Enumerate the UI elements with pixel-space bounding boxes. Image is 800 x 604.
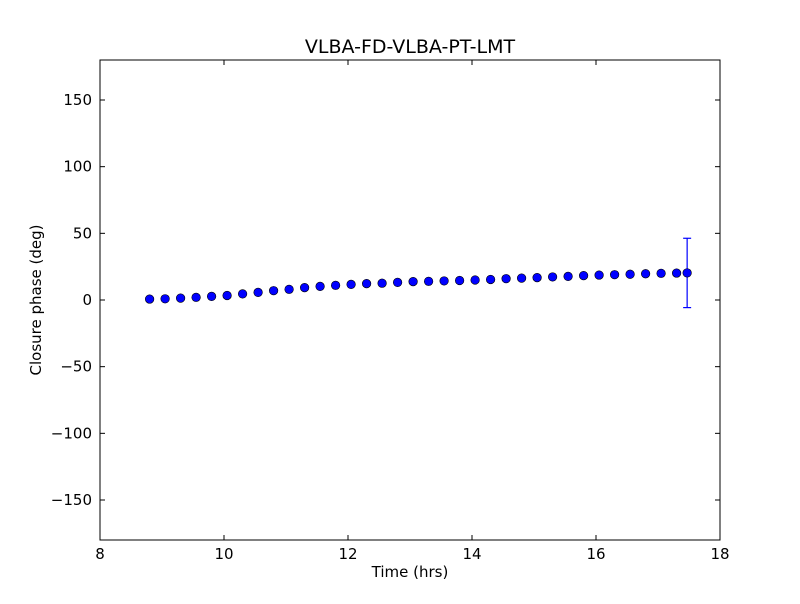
x-tick-label: 14	[462, 545, 481, 563]
data-point	[176, 293, 186, 303]
data-point	[486, 274, 496, 285]
data-point	[362, 279, 372, 289]
chart-title: VLBA-FD-VLBA-PT-LMT	[305, 36, 516, 58]
data-point	[408, 277, 418, 287]
x-axis-label: Time (hrs)	[371, 563, 449, 581]
data-point	[238, 289, 248, 299]
data-point	[284, 284, 294, 294]
x-tick-label: 18	[710, 545, 729, 563]
data-point	[424, 276, 434, 286]
data-point	[656, 268, 666, 278]
y-tick-label: 150	[63, 91, 92, 109]
data-point	[300, 283, 310, 293]
y-tick-label: −150	[51, 491, 92, 509]
data-point	[222, 290, 232, 301]
data-point	[516, 273, 527, 283]
data-point	[191, 292, 201, 302]
data-point	[563, 271, 573, 282]
x-tick-label: 12	[338, 545, 357, 563]
data-point	[315, 281, 325, 292]
y-axis-label: Closure phase (deg)	[27, 225, 45, 376]
data-point	[253, 287, 263, 298]
data-point	[547, 272, 558, 282]
data-point	[207, 291, 217, 302]
x-tick-label: 10	[214, 545, 233, 563]
data-point	[346, 279, 356, 290]
data-point	[671, 268, 682, 278]
data-point	[470, 275, 480, 285]
data-point	[439, 276, 449, 286]
data-point	[269, 286, 279, 296]
y-tick-label: −100	[51, 424, 92, 442]
data-point	[532, 273, 542, 283]
plot-frame	[99, 59, 721, 541]
data-point	[501, 274, 511, 284]
data-point	[377, 278, 387, 288]
x-tick-label: 16	[586, 545, 605, 563]
y-tick-label: 100	[63, 158, 92, 176]
data-point	[578, 271, 589, 281]
data-point	[625, 269, 635, 279]
data-point	[160, 294, 170, 304]
data-point	[609, 270, 620, 280]
data-point	[682, 268, 692, 278]
data-point	[331, 280, 341, 290]
data-point	[640, 269, 651, 279]
x-tick-label: 8	[95, 545, 105, 563]
y-tick-label: −50	[60, 358, 92, 376]
y-tick-label: 50	[73, 224, 92, 242]
data-point	[455, 275, 465, 286]
y-tick-label: 0	[82, 291, 92, 309]
data-point	[145, 294, 155, 304]
data-point	[594, 270, 604, 280]
data-point	[393, 277, 403, 288]
